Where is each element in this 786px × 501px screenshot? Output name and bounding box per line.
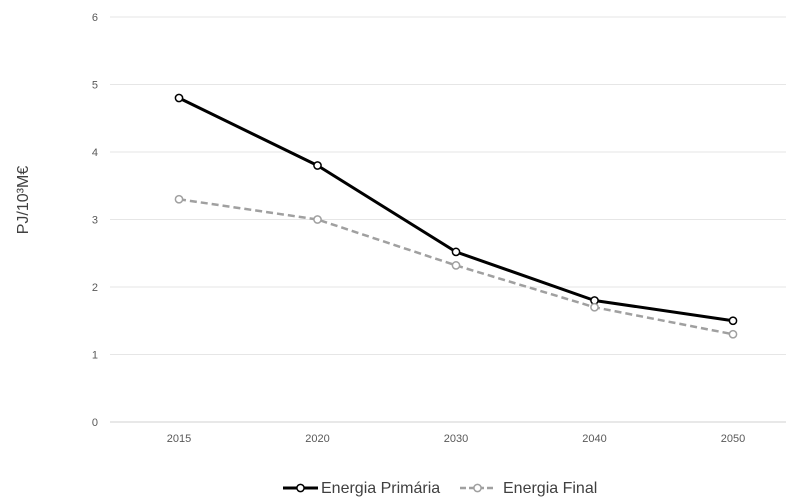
x-tick-label: 2020 <box>305 433 329 445</box>
x-tick-label: 2015 <box>167 433 191 445</box>
series-line-1 <box>178 198 734 336</box>
y-tick-label: 2 <box>92 282 98 294</box>
y-tick-label: 0 <box>92 417 98 429</box>
y-tick-label: 4 <box>92 147 98 159</box>
data-point <box>451 247 461 257</box>
data-point <box>451 261 461 270</box>
legend-label: Energia Final <box>503 480 597 497</box>
x-tick-label: 2040 <box>582 433 606 445</box>
data-point <box>590 302 599 312</box>
y-axis-ticks: 0 1 2 3 4 5 6 <box>92 12 98 429</box>
y-tick-label: 5 <box>92 80 98 92</box>
x-axis-ticks: 2015 2020 2030 2040 2050 <box>167 433 745 445</box>
x-tick-label: 2030 <box>444 433 468 445</box>
gridlines <box>110 16 786 423</box>
legend: Energia Primária Energia Final <box>283 480 597 497</box>
series-group <box>174 93 738 339</box>
legend-swatch-marker <box>473 483 482 493</box>
data-point <box>313 161 322 170</box>
x-tick-label: 2050 <box>721 433 745 445</box>
data-point <box>728 329 738 339</box>
data-point <box>174 93 184 103</box>
data-point <box>728 316 738 326</box>
data-point <box>174 194 184 204</box>
y-axis-title: PJ/10³M€ <box>15 166 32 235</box>
y-tick-label: 6 <box>92 12 98 24</box>
legend-swatch-marker <box>296 483 305 493</box>
y-tick-label: 1 <box>92 350 98 362</box>
data-point <box>313 215 322 224</box>
y-tick-label: 3 <box>92 215 98 227</box>
legend-label: Energia Primária <box>321 480 440 497</box>
